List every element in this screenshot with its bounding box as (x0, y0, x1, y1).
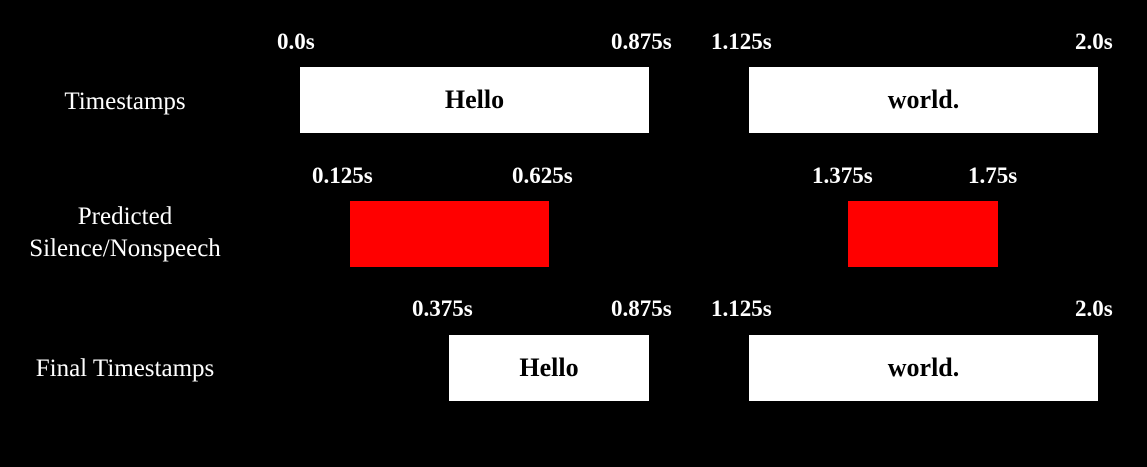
tick-label: 0.625s (512, 163, 573, 188)
tick-label: 1.125s (711, 296, 772, 321)
word-label: Hello (444, 85, 505, 114)
final-word-block-world: world. (749, 335, 1098, 401)
tick-label: 0.125s (312, 163, 373, 188)
row-label-timestamps: Timestamps (64, 88, 186, 115)
tick-label: 2.0s (1075, 29, 1113, 54)
row-label-predicted-silence: Predicted Silence/Nonspeech (29, 203, 221, 262)
tick-label: 1.375s (812, 163, 873, 188)
silence-block-2 (848, 201, 998, 267)
word-block-hello: Hello (300, 67, 649, 133)
final-word-block-hello: Hello (449, 335, 649, 401)
tick-label: 2.0s (1075, 296, 1113, 321)
tick-label: 0.0s (277, 29, 315, 54)
tick-label: 0.875s (611, 296, 672, 321)
word-label: Hello (519, 353, 579, 382)
word-label: world. (887, 85, 960, 114)
tick-label: 1.75s (968, 163, 1018, 188)
tick-label: 0.375s (412, 296, 473, 321)
row-label-final-timestamps: Final Timestamps (35, 355, 215, 382)
tick-label: 0.875s (611, 29, 672, 54)
silence-block-1 (350, 201, 549, 267)
word-block-world: world. (749, 67, 1098, 133)
word-label: world. (887, 353, 960, 382)
tick-label: 1.125s (711, 29, 772, 54)
